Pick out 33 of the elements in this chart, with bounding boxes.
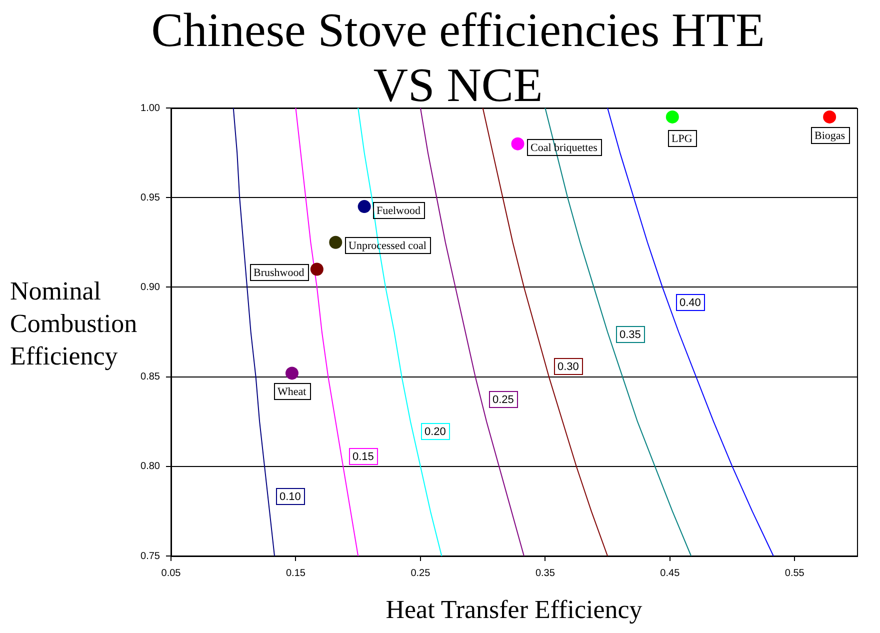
point	[511, 137, 524, 150]
point	[823, 110, 836, 124]
y-tick-label: 0.75	[140, 550, 160, 562]
series-label: Biogas	[814, 130, 846, 142]
series-label: 0.40	[680, 297, 701, 310]
x-tick-label: 0.25	[410, 568, 431, 579]
x-tick-label: 0.35	[535, 568, 556, 579]
series-label: Brushwood	[254, 266, 305, 279]
point	[666, 110, 679, 124]
y-tick-label: 0.90	[140, 282, 160, 293]
x-tick-label: 0.55	[784, 568, 805, 579]
series-label: 0.20	[424, 426, 446, 438]
series-label: 0.35	[620, 329, 641, 342]
y-axis-title: Nominal Combustion Efficiency	[10, 276, 138, 370]
x-tick-label: 0.45	[660, 568, 680, 579]
y-tick-label: 0.85	[140, 372, 160, 383]
series-label: 0.25	[492, 394, 514, 406]
series-label: 0.15	[352, 451, 374, 464]
y-tick-label: 1.00	[140, 102, 160, 114]
series-label: 0.10	[280, 491, 301, 504]
x-tick-label: 0.15	[286, 568, 306, 579]
point	[329, 236, 342, 249]
x-tick-label: 0.05	[161, 568, 182, 579]
point	[358, 200, 371, 214]
series-label: LPG	[672, 132, 692, 145]
x-axis-title: Heat Transfer Efficiency	[386, 595, 642, 624]
series-label: Fuelwood	[376, 204, 421, 217]
point	[310, 262, 324, 276]
series-label: 0.30	[558, 361, 579, 374]
series-label: Wheat	[278, 386, 306, 398]
y-tick-label: 0.95	[140, 192, 160, 204]
point	[285, 366, 298, 380]
y-tick-label: 0.80	[140, 461, 160, 472]
